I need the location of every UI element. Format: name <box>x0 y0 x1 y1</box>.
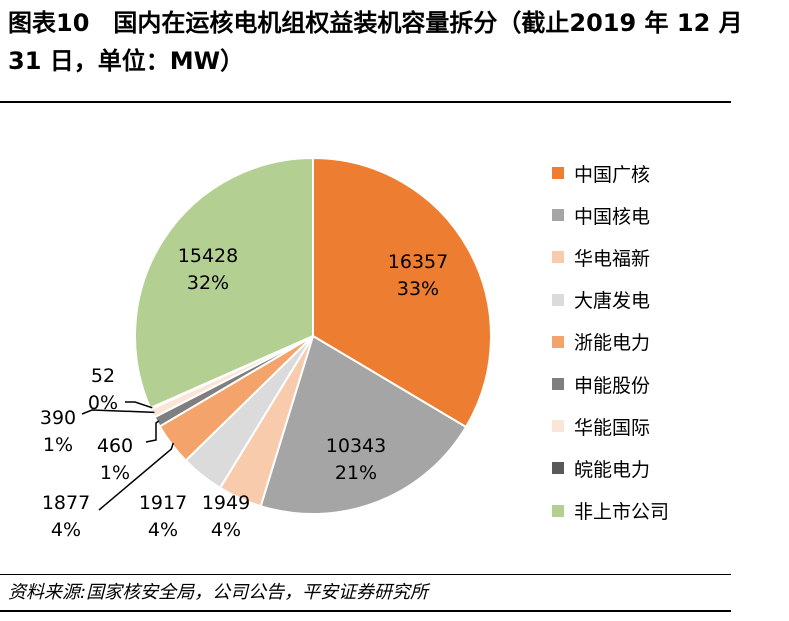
data-label-value-4: 1877 <box>42 492 90 514</box>
legend-swatch-6 <box>552 420 564 433</box>
source-divider-bottom <box>0 610 731 612</box>
legend-swatch-3 <box>552 293 564 306</box>
legend-swatch-2 <box>552 251 564 264</box>
legend-item-8: 非上市公司 <box>552 490 669 532</box>
data-label-pct-2: 4% <box>211 519 241 541</box>
legend-item-5: 申能股份 <box>552 363 669 405</box>
data-label-value-8: 15428 <box>178 245 238 267</box>
leader-line-4 <box>98 442 175 511</box>
leader-line-6 <box>81 409 155 415</box>
data-label-value-0: 16357 <box>388 251 448 273</box>
legend-item-0: 中国广核 <box>552 152 669 194</box>
legend-swatch-7 <box>552 462 564 475</box>
data-label-pct-7: 0% <box>88 392 118 414</box>
data-label-value-2: 1949 <box>202 492 250 514</box>
data-label-pct-8: 32% <box>187 272 229 294</box>
legend-swatch-8 <box>552 504 564 517</box>
leader-line-7 <box>125 401 153 409</box>
data-label-pct-1: 21% <box>335 462 377 484</box>
legend-item-4: 浙能电力 <box>552 321 669 363</box>
data-label-pct-6: 1% <box>43 434 73 456</box>
chart-title: 图表10 国内在运核电机组权益装机容量拆分（截止2019 年 12 月 31 日… <box>8 9 743 75</box>
legend-label-8: 非上市公司 <box>574 501 670 524</box>
leader-line-5 <box>145 420 160 443</box>
data-label-value-1: 10343 <box>326 435 386 457</box>
legend-item-6: 华能国际 <box>552 405 669 447</box>
legend-label-1: 中国核电 <box>574 205 651 228</box>
source-divider-top <box>0 574 731 575</box>
legend-item-7: 皖能电力 <box>552 447 669 489</box>
legend-item-2: 华电福新 <box>552 236 669 278</box>
pie-slice-8 <box>134 156 314 410</box>
data-label-value-6: 390 <box>40 407 76 429</box>
legend-label-3: 大唐发电 <box>574 290 651 313</box>
legend-swatch-0 <box>552 167 564 180</box>
data-label-value-5: 460 <box>97 435 133 457</box>
pie-slice-1 <box>259 334 468 515</box>
legend-swatch-1 <box>552 209 564 222</box>
legend-label-0: 中国广核 <box>574 163 651 186</box>
data-label-pct-5: 1% <box>100 462 130 484</box>
data-label-pct-4: 4% <box>51 519 81 541</box>
legend-label-5: 申能股份 <box>574 374 651 397</box>
legend-label-2: 华电福新 <box>574 247 651 270</box>
legend-label-6: 华能国际 <box>574 416 651 439</box>
title-divider <box>0 101 731 103</box>
data-label-pct-3: 4% <box>148 519 178 541</box>
legend-swatch-4 <box>552 335 564 348</box>
legend-item-3: 大唐发电 <box>552 279 669 321</box>
legend-label-4: 浙能电力 <box>574 332 651 355</box>
data-label-pct-0: 33% <box>397 278 439 300</box>
legend-swatch-5 <box>552 378 564 391</box>
data-label-value-3: 1917 <box>139 492 187 514</box>
pie-slice-0 <box>312 156 492 429</box>
data-label-value-7: 52 <box>91 365 115 387</box>
legend-label-7: 皖能电力 <box>574 458 651 481</box>
source-note: 资料来源:国家核安全局，公司公告，平安证券研究所 <box>8 582 429 603</box>
legend-item-1: 中国核电 <box>552 194 669 236</box>
legend: 中国广核中国核电华电福新大唐发电浙能电力申能股份华能国际皖能电力非上市公司 <box>552 152 669 532</box>
